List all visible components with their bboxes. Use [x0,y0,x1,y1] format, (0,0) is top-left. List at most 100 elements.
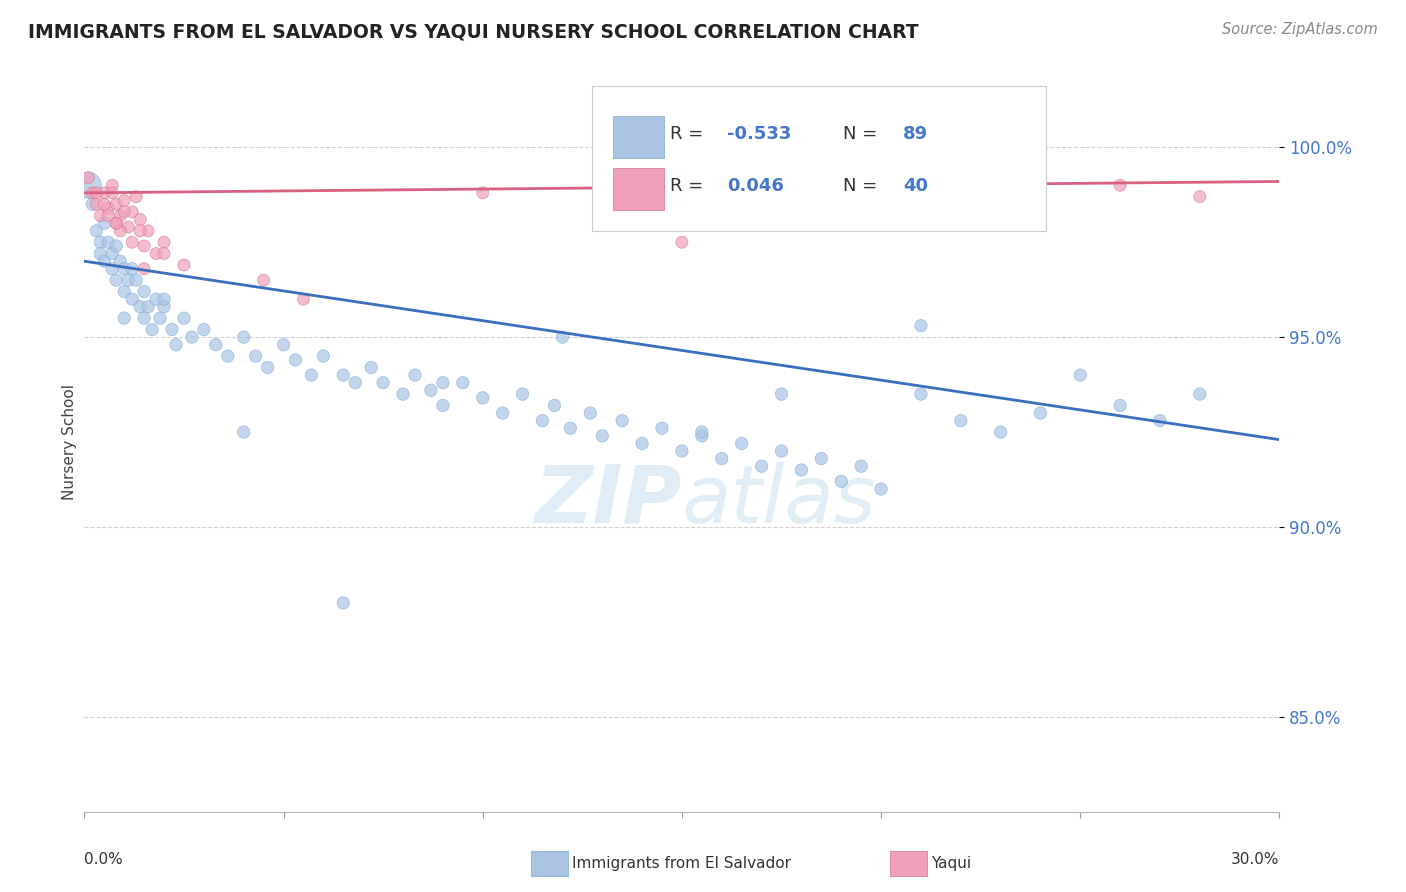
Point [851,459,873,474]
Point [990,425,1012,439]
Point [105,216,128,230]
Point [373,376,395,390]
Point [117,273,139,287]
Point [451,376,474,390]
Point [870,482,893,496]
Point [145,246,167,260]
Point [1069,368,1091,383]
Point [193,322,215,336]
Point [125,273,148,287]
Point [256,360,278,375]
Point [731,436,754,450]
Point [93,186,115,200]
Point [112,285,135,299]
Point [129,300,152,314]
Point [770,444,793,458]
Point [949,414,972,428]
Point [253,273,276,287]
Point [89,246,111,260]
Point [591,429,613,443]
Point [89,209,111,223]
Point [217,349,239,363]
Text: atlas: atlas [682,462,877,540]
Point [432,376,454,390]
Point [1188,189,1211,203]
Point [710,451,733,466]
Text: R =: R = [671,178,709,195]
Point [232,425,254,439]
Text: 89: 89 [903,125,928,144]
Point [612,414,634,428]
Point [173,311,195,326]
Point [312,349,335,363]
Point [132,261,156,276]
Point [153,235,176,250]
Text: -0.533: -0.533 [727,125,792,144]
FancyBboxPatch shape [613,169,664,211]
Point [165,337,187,351]
Point [93,216,115,230]
Point [770,387,793,401]
Point [910,186,932,200]
Point [101,261,124,276]
Point [136,224,159,238]
Point [105,239,128,253]
Point [579,406,602,420]
Point [101,186,124,200]
Point [129,224,152,238]
Point [105,197,128,211]
Point [531,414,554,428]
Point [145,292,167,306]
Point [86,186,108,200]
Point [110,224,132,238]
Point [1109,178,1132,193]
Point [492,406,515,420]
Point [332,596,354,610]
Point [392,387,415,401]
Point [284,352,307,367]
Point [512,387,534,401]
Point [97,201,120,215]
Text: Source: ZipAtlas.com: Source: ZipAtlas.com [1222,22,1378,37]
Point [149,311,172,326]
Point [93,197,115,211]
Point [910,318,932,333]
Text: N =: N = [844,125,883,144]
Point [173,258,195,272]
Point [112,204,135,219]
Point [101,178,124,193]
Point [86,197,108,211]
Point [112,311,135,326]
Point [1149,414,1171,428]
Point [136,300,159,314]
Point [1029,406,1052,420]
Point [1109,399,1132,413]
Point [404,368,426,383]
Point [360,360,382,375]
Text: ZIP: ZIP [534,462,682,540]
Point [292,292,315,306]
Point [1188,387,1211,401]
Point [543,399,565,413]
Point [93,254,115,268]
Y-axis label: Nursery School: Nursery School [62,384,77,500]
Point [751,459,773,474]
Point [110,209,132,223]
Point [551,330,574,344]
Point [141,322,163,336]
Text: 30.0%: 30.0% [1232,853,1279,867]
Point [690,429,713,443]
Point [929,197,952,211]
Point [690,425,713,439]
Text: Yaqui: Yaqui [931,856,972,871]
Point [631,436,654,450]
Point [86,224,108,238]
Point [97,209,120,223]
Point [205,337,228,351]
Point [301,368,323,383]
Text: 40: 40 [903,178,928,195]
Point [132,285,156,299]
Point [810,451,832,466]
Point [121,204,143,219]
Point [790,463,813,477]
